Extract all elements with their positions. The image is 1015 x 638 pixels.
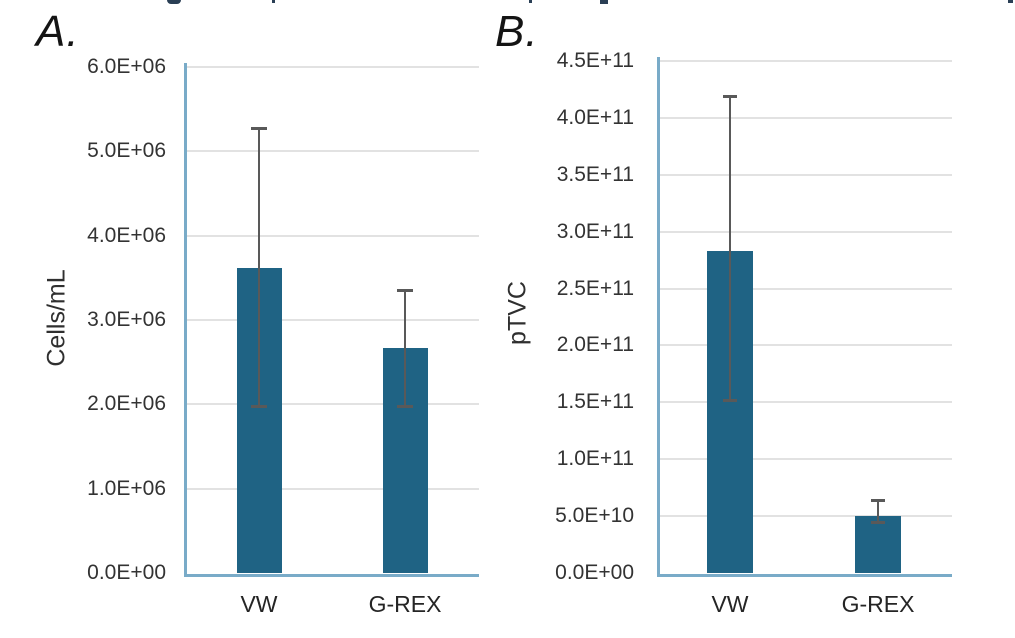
gridline (186, 487, 479, 490)
y-tick-label: 0.0E+00 (555, 561, 634, 584)
cropped-text-fragment (529, 0, 532, 3)
gridline (659, 458, 952, 461)
error-bar-cap-bottom (397, 404, 413, 408)
error-bar-line (877, 500, 879, 523)
gridline (659, 401, 952, 404)
error-bar-cap-top (397, 288, 413, 292)
gridline (659, 344, 952, 347)
error-bar-cap-bottom (251, 404, 267, 408)
gridline (186, 319, 479, 321)
y-tick-label: 2.0E+06 (87, 392, 166, 416)
y-tick-label: 5.0E+10 (555, 504, 634, 528)
y-tick-label: 0.0E+00 (87, 561, 166, 584)
y-tick-label: 5.0E+06 (87, 139, 166, 163)
error-bar-line (729, 96, 731, 402)
category-label-g-rex: G-REX (841, 591, 915, 617)
error-bar-cap-top (723, 95, 737, 99)
y-tick-label: 3.0E+06 (87, 308, 166, 331)
gridline (659, 60, 952, 62)
y-tick-label: 4.0E+06 (87, 223, 166, 247)
gridline (659, 287, 952, 290)
error-bar-line (404, 289, 406, 407)
cropped-text-fragment (600, 0, 608, 4)
error-bar-cap-top (871, 499, 885, 503)
gridline (659, 230, 952, 233)
y-tick-label: 6.0E+06 (87, 55, 166, 78)
gridline (186, 234, 479, 237)
y-tick-label: 2.0E+11 (556, 333, 634, 357)
y-tick-label: 1.0E+11 (556, 447, 634, 471)
y-tick-label: 1.5E+11 (556, 390, 634, 414)
y-tick-label: 4.5E+11 (556, 49, 634, 72)
y-axis-line (184, 63, 187, 577)
error-bar-cap-bottom (723, 399, 737, 403)
error-bar-line (258, 127, 260, 407)
gridline (186, 403, 479, 406)
bar-g-rex (855, 515, 901, 573)
gridline (659, 515, 952, 518)
cropped-text-fragment (167, 0, 181, 4)
category-label-g-rex: G-REX (368, 591, 442, 617)
error-bar-cap-bottom (871, 520, 885, 524)
gridline (659, 173, 952, 176)
gridline (186, 150, 479, 153)
y-tick-label: 4.0E+11 (556, 105, 634, 129)
error-bar-cap-top (251, 126, 267, 130)
category-label-vw: VW (711, 591, 749, 617)
x-axis-line (657, 574, 952, 577)
y-axis-line (657, 57, 660, 577)
y-tick-label: 3.5E+11 (556, 162, 634, 186)
y-tick-label: 2.5E+11 (556, 276, 634, 300)
y-tick-label: 3.0E+11 (556, 219, 634, 243)
cropped-text-fragment (272, 0, 275, 3)
x-axis-line (184, 574, 479, 577)
y-tick-label: 1.0E+06 (87, 476, 166, 500)
panel-a-label: A. (36, 7, 80, 56)
gridline (659, 116, 952, 119)
category-label-vw: VW (240, 591, 278, 617)
panel-b-label: B. (495, 7, 539, 56)
cropped-text-fragment (1008, 0, 1013, 3)
gridline (186, 66, 479, 68)
